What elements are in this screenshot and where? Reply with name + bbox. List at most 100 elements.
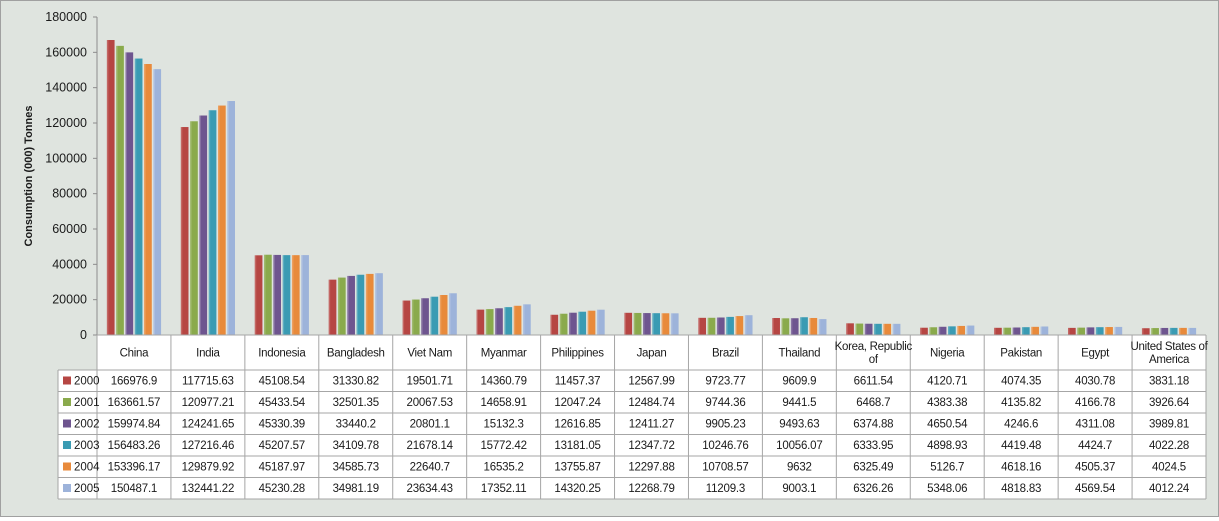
bar-highlight — [855, 323, 857, 335]
data-label: 16535.2 — [484, 462, 524, 474]
bar-highlight — [421, 298, 423, 335]
bar-highlight — [1012, 327, 1015, 335]
bar-2003-6 — [504, 307, 513, 335]
bar-2002-2 — [199, 115, 208, 335]
bar-2002-7 — [569, 312, 577, 335]
bar-highlight — [337, 277, 340, 335]
bar-highlight — [892, 323, 895, 335]
plot-area — [97, 17, 1206, 335]
bar-highlight — [199, 115, 201, 335]
data-label: 9905.23 — [705, 419, 745, 431]
bar-2003-3 — [282, 255, 291, 335]
data-label: 124241.65 — [182, 419, 235, 431]
bar-2002-5 — [421, 298, 429, 335]
bar-highlight — [716, 317, 719, 335]
bar-2002-11 — [864, 323, 873, 335]
data-label: 4424.7 — [1078, 440, 1112, 452]
data-label: 11457.37 — [555, 376, 601, 388]
x-category-label: Viet Nam — [407, 348, 452, 360]
bar-highlight — [254, 255, 257, 335]
bar-2002-4 — [347, 275, 355, 335]
bar-2003-8 — [652, 313, 660, 335]
data-label: 21678.14 — [407, 440, 454, 452]
bar-2000-8 — [624, 312, 633, 335]
bar-2005-1 — [153, 69, 162, 335]
bar-2004-2 — [218, 105, 226, 335]
bar-2003-12 — [948, 326, 956, 335]
bar-2005-15 — [1188, 327, 1197, 335]
bar-highlight — [790, 318, 793, 335]
bar-highlight — [273, 254, 275, 335]
bar-highlight — [1077, 327, 1079, 335]
bar-highlight — [495, 308, 497, 335]
data-label: 6326.26 — [853, 483, 893, 495]
bar-2004-7 — [587, 310, 596, 335]
bar-highlight — [661, 313, 664, 335]
data-label: 13181.05 — [554, 440, 600, 452]
legend-key-2003 — [63, 441, 71, 449]
bar-2005-4 — [375, 273, 383, 335]
bar-2001-2 — [190, 121, 198, 336]
bar-2003-2 — [208, 110, 217, 335]
bar-highlight — [864, 323, 867, 335]
data-label: 156483.26 — [108, 440, 161, 452]
data-label: 15132.3 — [484, 419, 524, 431]
bar-2005-14 — [1114, 326, 1123, 335]
y-tick-label: 60000 — [52, 222, 87, 236]
data-label: 10708.57 — [702, 462, 748, 474]
bar-highlight — [504, 307, 506, 335]
bar-2002-9 — [716, 317, 725, 335]
x-category-label: Philippines — [551, 348, 604, 360]
bar-2005-7 — [596, 309, 605, 335]
bar-2004-15 — [1179, 327, 1187, 335]
data-label: 4569.54 — [1075, 483, 1116, 495]
bar-2004-6 — [513, 305, 522, 335]
bar-highlight — [846, 323, 848, 335]
x-category-label: Indonesia — [258, 348, 306, 360]
bar-2001-1 — [116, 45, 124, 336]
bar-2002-13 — [1012, 327, 1021, 335]
bar-2001-3 — [264, 254, 272, 335]
bar-2005-6 — [523, 304, 531, 335]
bar-highlight — [439, 295, 442, 335]
data-label: 6611.54 — [854, 376, 894, 388]
data-label: 5126.7 — [930, 462, 964, 474]
bar-highlight — [1021, 327, 1024, 335]
bar-highlight — [476, 309, 479, 335]
legend-label: 2003 — [74, 440, 100, 452]
data-label: 3926.64 — [1149, 397, 1190, 409]
bar-highlight — [301, 255, 303, 335]
bar-highlight — [735, 316, 738, 335]
bar-2004-13 — [1031, 326, 1039, 335]
data-label: 12047.24 — [554, 397, 601, 409]
bar-2000-3 — [254, 255, 263, 335]
bar-2005-3 — [301, 255, 309, 335]
data-label: 12347.72 — [628, 440, 674, 452]
data-label: 4074.35 — [1001, 376, 1041, 388]
bar-highlight — [818, 319, 821, 335]
bar-2001-8 — [633, 312, 642, 335]
data-label: 4618.16 — [1001, 462, 1041, 474]
data-label: 9744.36 — [705, 397, 745, 409]
bar-highlight — [772, 318, 774, 335]
bar-2000-10 — [772, 318, 780, 335]
bar-highlight — [781, 318, 784, 335]
bar-2000-1 — [106, 40, 115, 335]
bar-highlight — [698, 317, 700, 335]
bar-2000-11 — [846, 323, 854, 335]
bar-highlight — [116, 45, 118, 336]
data-label: 34585.73 — [333, 462, 379, 474]
data-label: 14658.91 — [480, 397, 526, 409]
data-label: 20067.53 — [407, 397, 453, 409]
bar-2001-11 — [855, 323, 864, 335]
bar-highlight — [559, 313, 562, 335]
legend-label: 2005 — [74, 483, 100, 495]
data-label: 45433.54 — [259, 397, 306, 409]
data-label: 45108.54 — [259, 376, 306, 388]
bar-highlight — [550, 314, 552, 335]
data-label: 9609.9 — [782, 376, 816, 388]
bar-highlight — [485, 309, 488, 335]
bar-2002-6 — [495, 308, 503, 335]
bar-highlight — [208, 110, 211, 335]
bar-highlight — [411, 299, 414, 335]
